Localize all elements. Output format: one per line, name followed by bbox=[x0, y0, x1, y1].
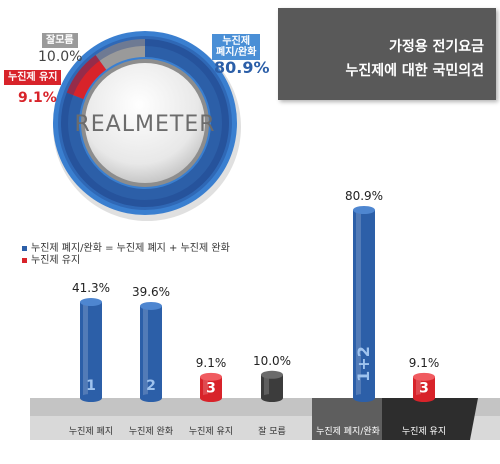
bar-abolish-base bbox=[80, 394, 102, 402]
bar-abolish-ease bbox=[353, 210, 375, 398]
donut-hub bbox=[85, 63, 205, 183]
bar-unknown-cap bbox=[261, 370, 283, 379]
bar-abolish-ease-value-label: 80.9% bbox=[345, 189, 383, 203]
bar-abolish-ease-cap bbox=[353, 206, 375, 214]
bar-keep-2-highlight bbox=[416, 376, 421, 398]
pie-slice-keep bbox=[66, 55, 107, 100]
bar-unknown-base bbox=[261, 394, 283, 402]
bar-keep-category-label: 누진제 유지 bbox=[189, 426, 233, 437]
bar-keep-highlight bbox=[203, 376, 208, 398]
bar-keep-2-cap bbox=[413, 372, 435, 381]
title-line-1: 가정용 전기요금 bbox=[388, 39, 484, 55]
pie-value-abolish-ease: 80.9% bbox=[214, 58, 270, 77]
bar-ease bbox=[140, 305, 162, 398]
legend-item-keep: 누진제 유지 bbox=[22, 251, 80, 266]
bar-abolish-cap bbox=[80, 298, 102, 307]
bar-keep-marker: 3 bbox=[206, 380, 216, 396]
bar-abolish-marker: 1 bbox=[86, 378, 96, 394]
bar-abolish bbox=[80, 302, 102, 398]
pie-value-keep: 9.1% bbox=[18, 90, 57, 106]
pie-tag-unknown: 잘모름 bbox=[42, 33, 78, 48]
legend-item-abolish-ease: 누진제 폐지/완화 = 누진제 폐지 + 누진제 완화 bbox=[22, 239, 230, 254]
bar-ease-marker: 2 bbox=[146, 378, 156, 394]
title-line-2: 누진제에 대한 국민의견 bbox=[345, 63, 484, 79]
legend-label-keep: 누진제 유지 bbox=[31, 255, 81, 266]
pie-tag-keep: 누진제 유지 bbox=[4, 70, 62, 85]
bar-keep-cap bbox=[200, 372, 222, 381]
bar-unknown-category-label: 잘 모름 bbox=[258, 425, 286, 437]
bar-abolish-ease-highlight bbox=[356, 210, 361, 398]
bar-ease-highlight bbox=[143, 305, 148, 398]
bar-ease-base bbox=[140, 394, 162, 402]
pie-tag-abolish-ease: 누진제 폐지/완화 bbox=[212, 34, 261, 60]
bar-keep-base bbox=[200, 394, 222, 402]
bar-ease-cap bbox=[140, 301, 162, 310]
legend-swatch-blue bbox=[22, 245, 27, 251]
bar-unknown-value-label: 10.0% bbox=[253, 354, 291, 368]
pie-value-unknown: 10.0% bbox=[38, 49, 83, 65]
bar-abolish-ease-base bbox=[353, 394, 375, 402]
floor-front-keep bbox=[382, 398, 478, 440]
bar-abolish-ease-category-label: 누진제 폐지/완화 bbox=[316, 425, 380, 437]
legend-label-abolish-ease: 누진제 폐지/완화 = 누진제 폐지 + 누진제 완화 bbox=[31, 243, 230, 254]
bar-unknown-highlight bbox=[264, 374, 269, 398]
brand-logo: REALMETER bbox=[75, 112, 216, 137]
bar-keep-2-value-label: 9.1% bbox=[409, 356, 440, 370]
bar-abolish-value-label: 41.3% bbox=[72, 281, 110, 295]
bar-ease-value-label: 39.6% bbox=[132, 285, 170, 299]
bar-keep-value-label: 9.1% bbox=[196, 356, 227, 370]
donut-inner-band bbox=[58, 36, 232, 210]
pie-slice-unknown bbox=[95, 39, 145, 70]
bar-abolish-ease-marker: 1+2 bbox=[354, 346, 373, 382]
bar-keep-2-category-label: 누진제 유지 bbox=[402, 426, 446, 437]
bar-keep-2-marker: 3 bbox=[419, 380, 429, 396]
legend-swatch-red bbox=[22, 257, 27, 263]
title-box: 가정용 전기요금 누진제에 대한 국민의견 bbox=[278, 8, 496, 100]
bar-abolish-highlight bbox=[83, 302, 88, 398]
bar-keep-2 bbox=[413, 376, 435, 398]
bar-abolish-category-label: 누진제 폐지 bbox=[69, 425, 113, 437]
floor-front-abolish-ease bbox=[312, 398, 382, 440]
bar-keep bbox=[200, 376, 222, 398]
bar-keep-2-base bbox=[413, 394, 435, 402]
bar-ease-category-label: 누진제 완화 bbox=[129, 426, 173, 437]
bar-unknown bbox=[261, 374, 283, 398]
pie-tag-abolish-ease-text: 누진제 폐지/완화 bbox=[216, 36, 257, 58]
